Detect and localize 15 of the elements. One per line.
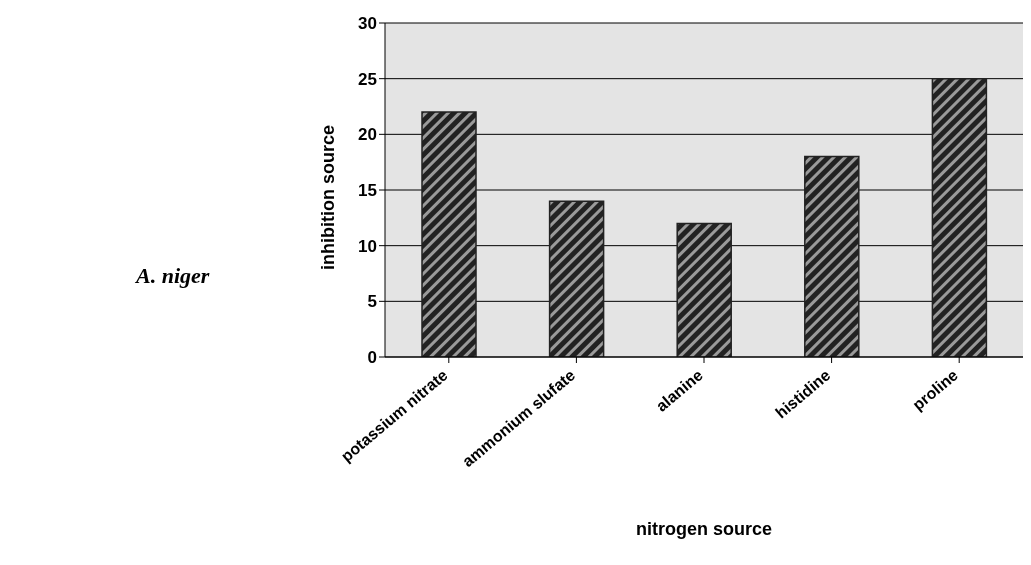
y-tick-label: 5 — [367, 292, 377, 312]
y-axis-title: inhibition source — [318, 124, 339, 270]
bar — [676, 222, 732, 357]
y-tick-label: 25 — [358, 69, 377, 89]
y-tick-label: 0 — [367, 348, 377, 368]
x-axis-title: nitrogen source — [635, 519, 773, 539]
y-tick-label: 30 — [358, 14, 377, 34]
y-tick-label: 15 — [358, 181, 377, 201]
bar — [421, 111, 477, 357]
y-tick-label: 10 — [358, 236, 377, 256]
bar — [931, 77, 988, 357]
bar — [804, 155, 860, 357]
text: A. niger — [136, 263, 210, 289]
bar — [548, 200, 605, 357]
y-tick-label: 20 — [358, 125, 377, 145]
